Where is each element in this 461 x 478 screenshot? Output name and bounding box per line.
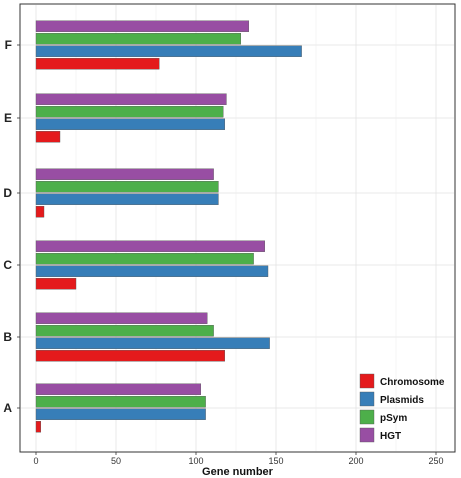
- bar-B-hgt: [35, 312, 208, 324]
- x-tick-label: 50: [111, 456, 121, 466]
- y-tick-label: E: [4, 111, 12, 125]
- bars: [35, 20, 302, 433]
- legend-label-plasmids: Plasmids: [380, 395, 424, 406]
- bar-A-chromosome: [35, 421, 41, 433]
- x-tick-label: 100: [188, 456, 203, 466]
- y-axis: A B C D E F: [3, 38, 20, 415]
- bar-C-chromosome: [35, 278, 77, 290]
- y-tick-label: D: [3, 186, 12, 200]
- legend-label-chromosome: Chromosome: [380, 377, 445, 388]
- gridlines: [21, 5, 454, 451]
- bar-F-chromosome: [35, 58, 160, 70]
- bar-F-psym: [35, 33, 242, 45]
- legend-swatch-plasmids: [359, 391, 375, 407]
- bar-B-psym: [35, 325, 214, 337]
- bar-E-hgt: [35, 93, 227, 105]
- bar-B-plasmids: [35, 337, 270, 349]
- x-axis: 0 50 100 150 200 250 Gene number: [33, 452, 444, 478]
- bar-E-chromosome: [35, 131, 61, 143]
- bar-A-plasmids: [35, 408, 206, 420]
- legend-swatch-chromosome: [359, 373, 375, 389]
- y-tick-label: F: [5, 38, 12, 52]
- legend-label-psym: pSym: [380, 413, 407, 424]
- x-tick-label: 200: [348, 456, 363, 466]
- bar-C-hgt: [35, 240, 266, 252]
- bar-A-hgt: [35, 383, 202, 395]
- bar-E-psym: [35, 106, 224, 118]
- bar-B-chromosome: [35, 350, 226, 362]
- y-tick-label: B: [3, 330, 12, 344]
- x-axis-title: Gene number: [202, 466, 274, 478]
- bar-D-psym: [35, 181, 219, 193]
- bar-A-psym: [35, 396, 206, 408]
- bar-C-psym: [35, 253, 254, 265]
- bar-F-plasmids: [35, 45, 302, 57]
- bar-C-plasmids: [35, 265, 269, 277]
- bar-D-chromosome: [35, 206, 45, 218]
- legend-swatch-hgt: [359, 427, 375, 443]
- x-tick-label: 150: [268, 456, 283, 466]
- bar-E-plasmids: [35, 118, 226, 130]
- x-tick-label: 0: [33, 456, 38, 466]
- x-tick-label: 250: [428, 456, 443, 466]
- legend-swatch-psym: [359, 409, 375, 425]
- bar-F-hgt: [35, 20, 250, 32]
- y-tick-label: A: [3, 401, 12, 415]
- y-tick-label: C: [3, 258, 12, 272]
- bar-D-hgt: [35, 168, 214, 180]
- plot-panel: [19, 3, 456, 453]
- legend: Chromosome Plasmids pSym HGT: [359, 373, 445, 443]
- bar-D-plasmids: [35, 193, 219, 205]
- legend-label-hgt: HGT: [380, 431, 401, 442]
